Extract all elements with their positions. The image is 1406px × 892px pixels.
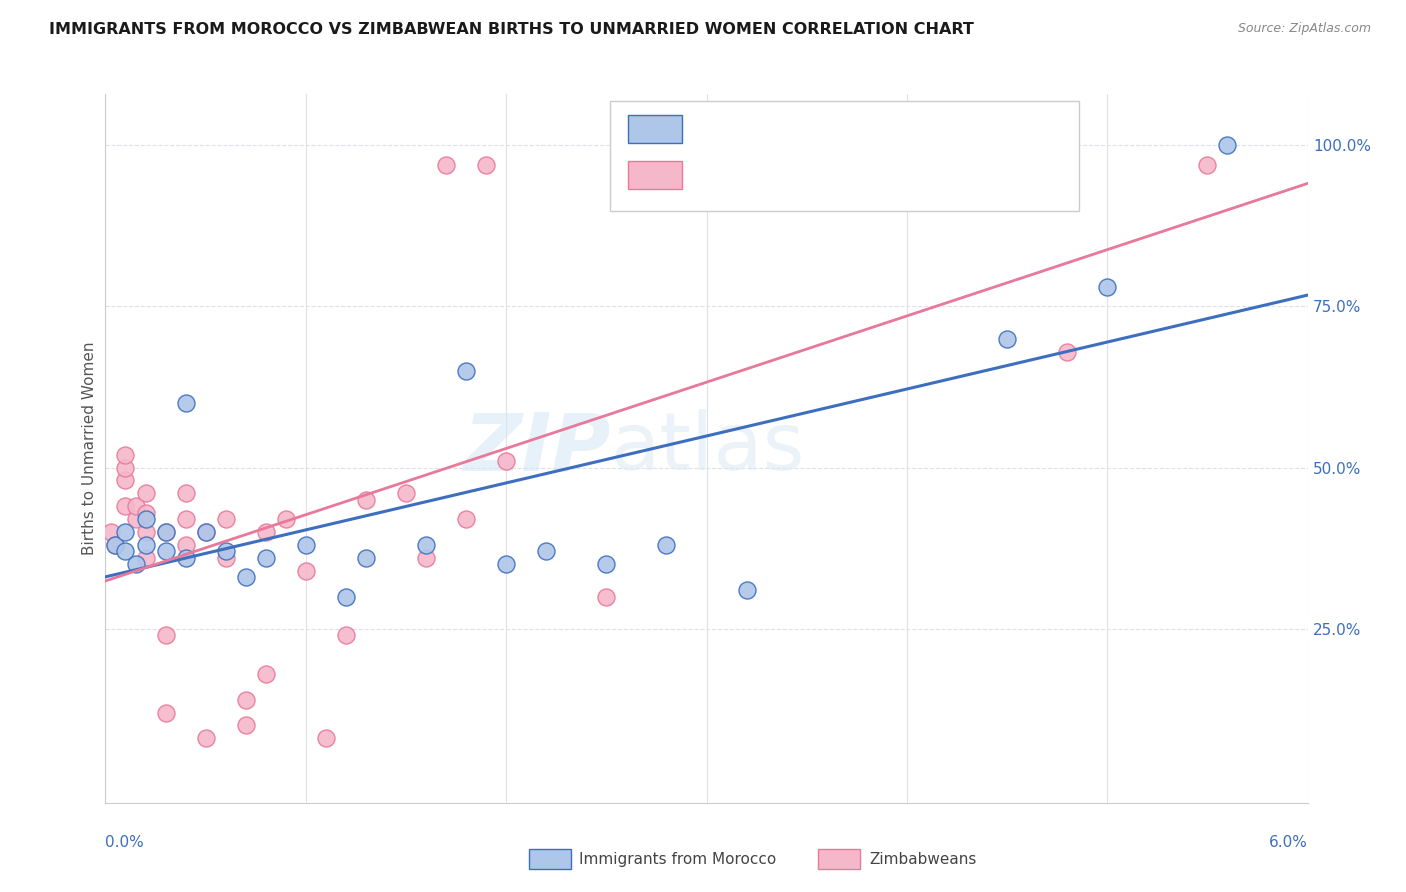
Point	[104, 538, 127, 552]
Point	[735, 583, 758, 598]
Point	[335, 628, 357, 642]
Point	[135, 486, 157, 500]
Text: 0.663: 0.663	[752, 117, 808, 135]
Text: R =: R =	[695, 117, 734, 135]
Point	[254, 666, 277, 681]
Point	[1056, 344, 1078, 359]
Point	[395, 486, 418, 500]
Text: N =: N =	[832, 162, 873, 180]
Point	[104, 538, 127, 552]
Text: 0.351: 0.351	[752, 162, 808, 180]
Point	[354, 492, 377, 507]
Point	[1197, 158, 1219, 172]
Point	[254, 550, 277, 565]
Text: Source: ZipAtlas.com: Source: ZipAtlas.com	[1237, 22, 1371, 36]
Y-axis label: Births to Unmarried Women: Births to Unmarried Women	[82, 342, 97, 555]
Point	[235, 718, 257, 732]
Point	[495, 558, 517, 572]
Point	[295, 564, 318, 578]
Point	[194, 524, 217, 539]
Text: N =: N =	[832, 117, 873, 135]
Text: 27: 27	[890, 117, 915, 135]
Point	[155, 544, 177, 558]
Text: 41: 41	[890, 162, 915, 180]
Text: 0.0%: 0.0%	[105, 835, 145, 850]
Point	[135, 550, 157, 565]
Point	[335, 590, 357, 604]
FancyBboxPatch shape	[628, 161, 682, 189]
Point	[295, 538, 318, 552]
Point	[155, 706, 177, 720]
Point	[155, 524, 177, 539]
Point	[1097, 280, 1119, 294]
Point	[315, 731, 337, 746]
Point	[475, 158, 498, 172]
Text: ZIP: ZIP	[463, 409, 610, 487]
Point	[174, 486, 197, 500]
Point	[235, 570, 257, 584]
Text: IMMIGRANTS FROM MOROCCO VS ZIMBABWEAN BIRTHS TO UNMARRIED WOMEN CORRELATION CHAR: IMMIGRANTS FROM MOROCCO VS ZIMBABWEAN BI…	[49, 22, 974, 37]
Point	[415, 550, 437, 565]
Point	[174, 538, 197, 552]
Point	[354, 550, 377, 565]
Point	[155, 524, 177, 539]
Point	[214, 544, 236, 558]
Point	[194, 731, 217, 746]
Point	[124, 558, 146, 572]
Text: R =: R =	[695, 162, 734, 180]
Point	[434, 158, 457, 172]
Point	[100, 524, 122, 539]
Text: Immigrants from Morocco: Immigrants from Morocco	[579, 853, 776, 867]
Point	[454, 512, 477, 526]
Point	[995, 332, 1018, 346]
Point	[595, 558, 617, 572]
Point	[124, 512, 146, 526]
Point	[274, 512, 297, 526]
Point	[214, 512, 236, 526]
Text: Zimbabweans: Zimbabweans	[869, 853, 976, 867]
Text: atlas: atlas	[610, 409, 804, 487]
Point	[454, 364, 477, 378]
Point	[174, 550, 197, 565]
FancyBboxPatch shape	[628, 115, 682, 144]
Point	[114, 474, 136, 488]
Point	[194, 524, 217, 539]
Point	[135, 538, 157, 552]
Point	[254, 524, 277, 539]
Point	[124, 500, 146, 514]
Point	[114, 460, 136, 475]
Point	[534, 544, 557, 558]
Point	[174, 512, 197, 526]
Point	[595, 590, 617, 604]
FancyBboxPatch shape	[610, 101, 1080, 211]
Point	[696, 158, 718, 172]
Point	[495, 454, 517, 468]
Point	[214, 550, 236, 565]
Point	[114, 448, 136, 462]
Point	[114, 500, 136, 514]
Point	[174, 396, 197, 410]
Point	[135, 524, 157, 539]
Point	[655, 538, 678, 552]
Point	[415, 538, 437, 552]
Point	[114, 524, 136, 539]
Point	[235, 692, 257, 706]
Point	[135, 512, 157, 526]
Point	[1216, 138, 1239, 153]
Point	[155, 628, 177, 642]
Point	[114, 544, 136, 558]
Point	[135, 506, 157, 520]
Text: 6.0%: 6.0%	[1268, 835, 1308, 850]
